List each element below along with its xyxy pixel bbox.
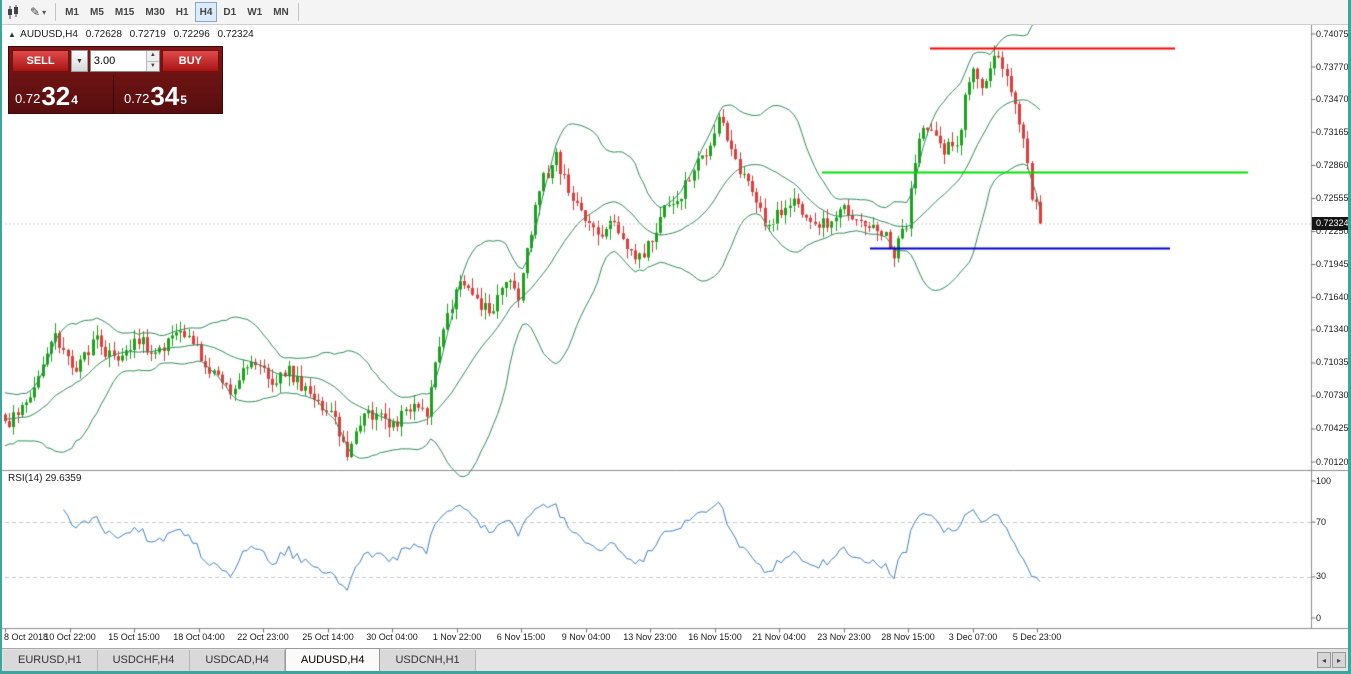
- symbol-up-arrow-icon: ▲: [8, 30, 16, 39]
- rsi-axis-label: 30: [1316, 571, 1327, 582]
- time-axis-label: 9 Nov 04:00: [561, 632, 611, 642]
- time-axis-label: 18 Oct 04:00: [173, 632, 225, 642]
- sell-button[interactable]: SELL: [12, 50, 70, 72]
- time-axis-label: 15 Oct 15:00: [108, 632, 160, 642]
- time-axis-label: 28 Nov 15:00: [881, 632, 935, 642]
- toolbar-separator: [297, 3, 299, 21]
- candlestick-chart-icon[interactable]: [2, 2, 24, 22]
- pencil-icon: ✎: [30, 5, 41, 19]
- high-value: 0.72719: [129, 29, 166, 40]
- tab-audusd-h4[interactable]: AUDUSD,H4: [284, 648, 381, 671]
- rsi-axis-label: 100: [1316, 475, 1332, 486]
- time-axis-label: 21 Nov 04:00: [752, 632, 806, 642]
- timeframe-button-m1[interactable]: M1: [60, 2, 84, 22]
- tab-scroll-arrows: ◂ ▸: [1317, 652, 1346, 668]
- timeframe-button-h4[interactable]: H4: [194, 2, 218, 22]
- rsi-value: 29.6359: [45, 473, 82, 484]
- time-axis-label: 30 Oct 04:00: [366, 632, 418, 642]
- chevron-down-icon: ▼: [76, 57, 83, 65]
- window-border-bottom: [0, 671, 1351, 674]
- timeframe-button-m5[interactable]: M5: [85, 2, 109, 22]
- rsi-axis-label: 70: [1316, 516, 1327, 527]
- price-axis-label: 0.71945: [1316, 259, 1349, 269]
- close-value: 0.72324: [217, 29, 254, 40]
- timeframe-button-m15[interactable]: M15: [110, 2, 139, 22]
- volume-field: ▲ ▼: [89, 50, 160, 72]
- price-axis-label: 0.70730: [1316, 390, 1349, 401]
- ask-price-big: 34: [150, 81, 180, 111]
- quote-info-line: ▲ AUDUSD,H4 0.72628 0.72719 0.72296 0.72…: [8, 29, 259, 40]
- time-axis-label: 1 Nov 22:00: [432, 632, 482, 642]
- volume-input[interactable]: [90, 51, 146, 71]
- toolbar-separator: [55, 3, 57, 21]
- timeframe-button-h1[interactable]: H1: [171, 2, 194, 22]
- chevron-down-icon: ▾: [42, 7, 47, 17]
- timeframe-button-m30[interactable]: M30: [140, 2, 169, 22]
- time-axis-label: 8 Oct 2018: [4, 632, 49, 642]
- time-axis-label: 22 Oct 23:00: [237, 632, 289, 642]
- price-axis-label: 0.73165: [1316, 126, 1349, 137]
- rsi-axis-label: 0: [1316, 612, 1322, 623]
- trade-prices-row: 0.72 32 4 0.72 34 5: [9, 75, 222, 113]
- price-axis-label: 0.72555: [1316, 192, 1349, 203]
- buy-button[interactable]: BUY: [161, 50, 219, 72]
- price-axis-label: 0.72250: [1316, 225, 1349, 236]
- window-border-left: [0, 0, 2, 674]
- rsi-indicator-label: RSI(14) 29.6359: [8, 473, 81, 484]
- time-axis-label: 5 Dec 23:00: [1012, 632, 1062, 642]
- ask-price-prefix: 0.72: [124, 91, 150, 106]
- tab-usdcad-h4[interactable]: USDCAD,H4: [190, 650, 285, 671]
- price-axis-label: 0.73770: [1316, 61, 1349, 72]
- tab-usdcnh-h1[interactable]: USDCNH,H1: [380, 650, 476, 671]
- tabs-scroll-right-button[interactable]: ▸: [1332, 652, 1346, 668]
- candlestick-glyph: [8, 4, 18, 19]
- price-axis-label: 0.71340: [1316, 324, 1349, 335]
- price-axis-label: 0.72860: [1316, 159, 1349, 170]
- price-divider: [113, 75, 114, 113]
- bid-price[interactable]: 0.72 32 4: [9, 75, 113, 113]
- open-value: 0.72628: [85, 29, 122, 40]
- timeframe-button-w1[interactable]: W1: [242, 2, 267, 22]
- volume-increase-button[interactable]: ▲: [146, 51, 159, 62]
- toolbar: ✎ ▾ M1 M5 M15 M30 H1 H4 D1 W1 MN: [0, 0, 1351, 25]
- time-axis-label: 6 Nov 15:00: [496, 632, 546, 642]
- trade-controls-row: SELL ▼ ▲ ▼ BUY: [9, 47, 222, 75]
- price-axis-label: 0.73470: [1316, 93, 1349, 104]
- symbol-label: AUDUSD,H4: [20, 29, 78, 40]
- timeframe-button-d1[interactable]: D1: [218, 2, 241, 22]
- volume-spinner: ▲ ▼: [145, 51, 159, 71]
- tabs-scroll-left-button[interactable]: ◂: [1317, 652, 1331, 668]
- time-axis-label: 23 Nov 23:00: [817, 632, 871, 642]
- bid-price-big: 32: [41, 81, 71, 111]
- volume-dropdown-button[interactable]: ▼: [71, 50, 88, 72]
- draw-tools-button[interactable]: ✎ ▾: [25, 2, 51, 22]
- price-chart-canvas[interactable]: [0, 25, 1351, 648]
- time-axis-label: 3 Dec 07:00: [948, 632, 998, 642]
- price-axis-label: 0.71640: [1316, 292, 1349, 302]
- ask-price-pipette: 5: [180, 93, 187, 107]
- rsi-name: RSI(14): [8, 473, 43, 484]
- chart-tabs-bar: EURUSD,H1 USDCHF,H4 USDCAD,H4 AUDUSD,H4 …: [0, 648, 1351, 671]
- tab-usdchf-h4[interactable]: USDCHF,H4: [97, 650, 191, 671]
- price-axis-label: 0.70425: [1316, 423, 1349, 434]
- volume-decrease-button[interactable]: ▼: [146, 61, 159, 71]
- price-axis-label: 0.70120: [1316, 456, 1349, 467]
- current-price-badge: 0.72324: [1312, 216, 1350, 230]
- tab-eurusd-h1[interactable]: EURUSD,H1: [3, 650, 98, 671]
- window-border-right: [1348, 0, 1351, 674]
- bid-price-pipette: 4: [71, 93, 78, 107]
- timeframe-button-mn[interactable]: MN: [268, 2, 294, 22]
- bid-price-prefix: 0.72: [15, 91, 41, 106]
- price-axis-label: 0.74075: [1316, 28, 1349, 39]
- low-value: 0.72296: [173, 29, 210, 40]
- time-axis-label: 10 Oct 22:00: [44, 632, 96, 642]
- price-axis-label: 0.71035: [1316, 357, 1349, 368]
- time-axis-label: 13 Nov 23:00: [623, 632, 677, 642]
- time-axis-label: 16 Nov 15:00: [688, 632, 742, 642]
- time-axis-label: 25 Oct 14:00: [302, 632, 354, 642]
- ask-price[interactable]: 0.72 34 5: [114, 75, 222, 113]
